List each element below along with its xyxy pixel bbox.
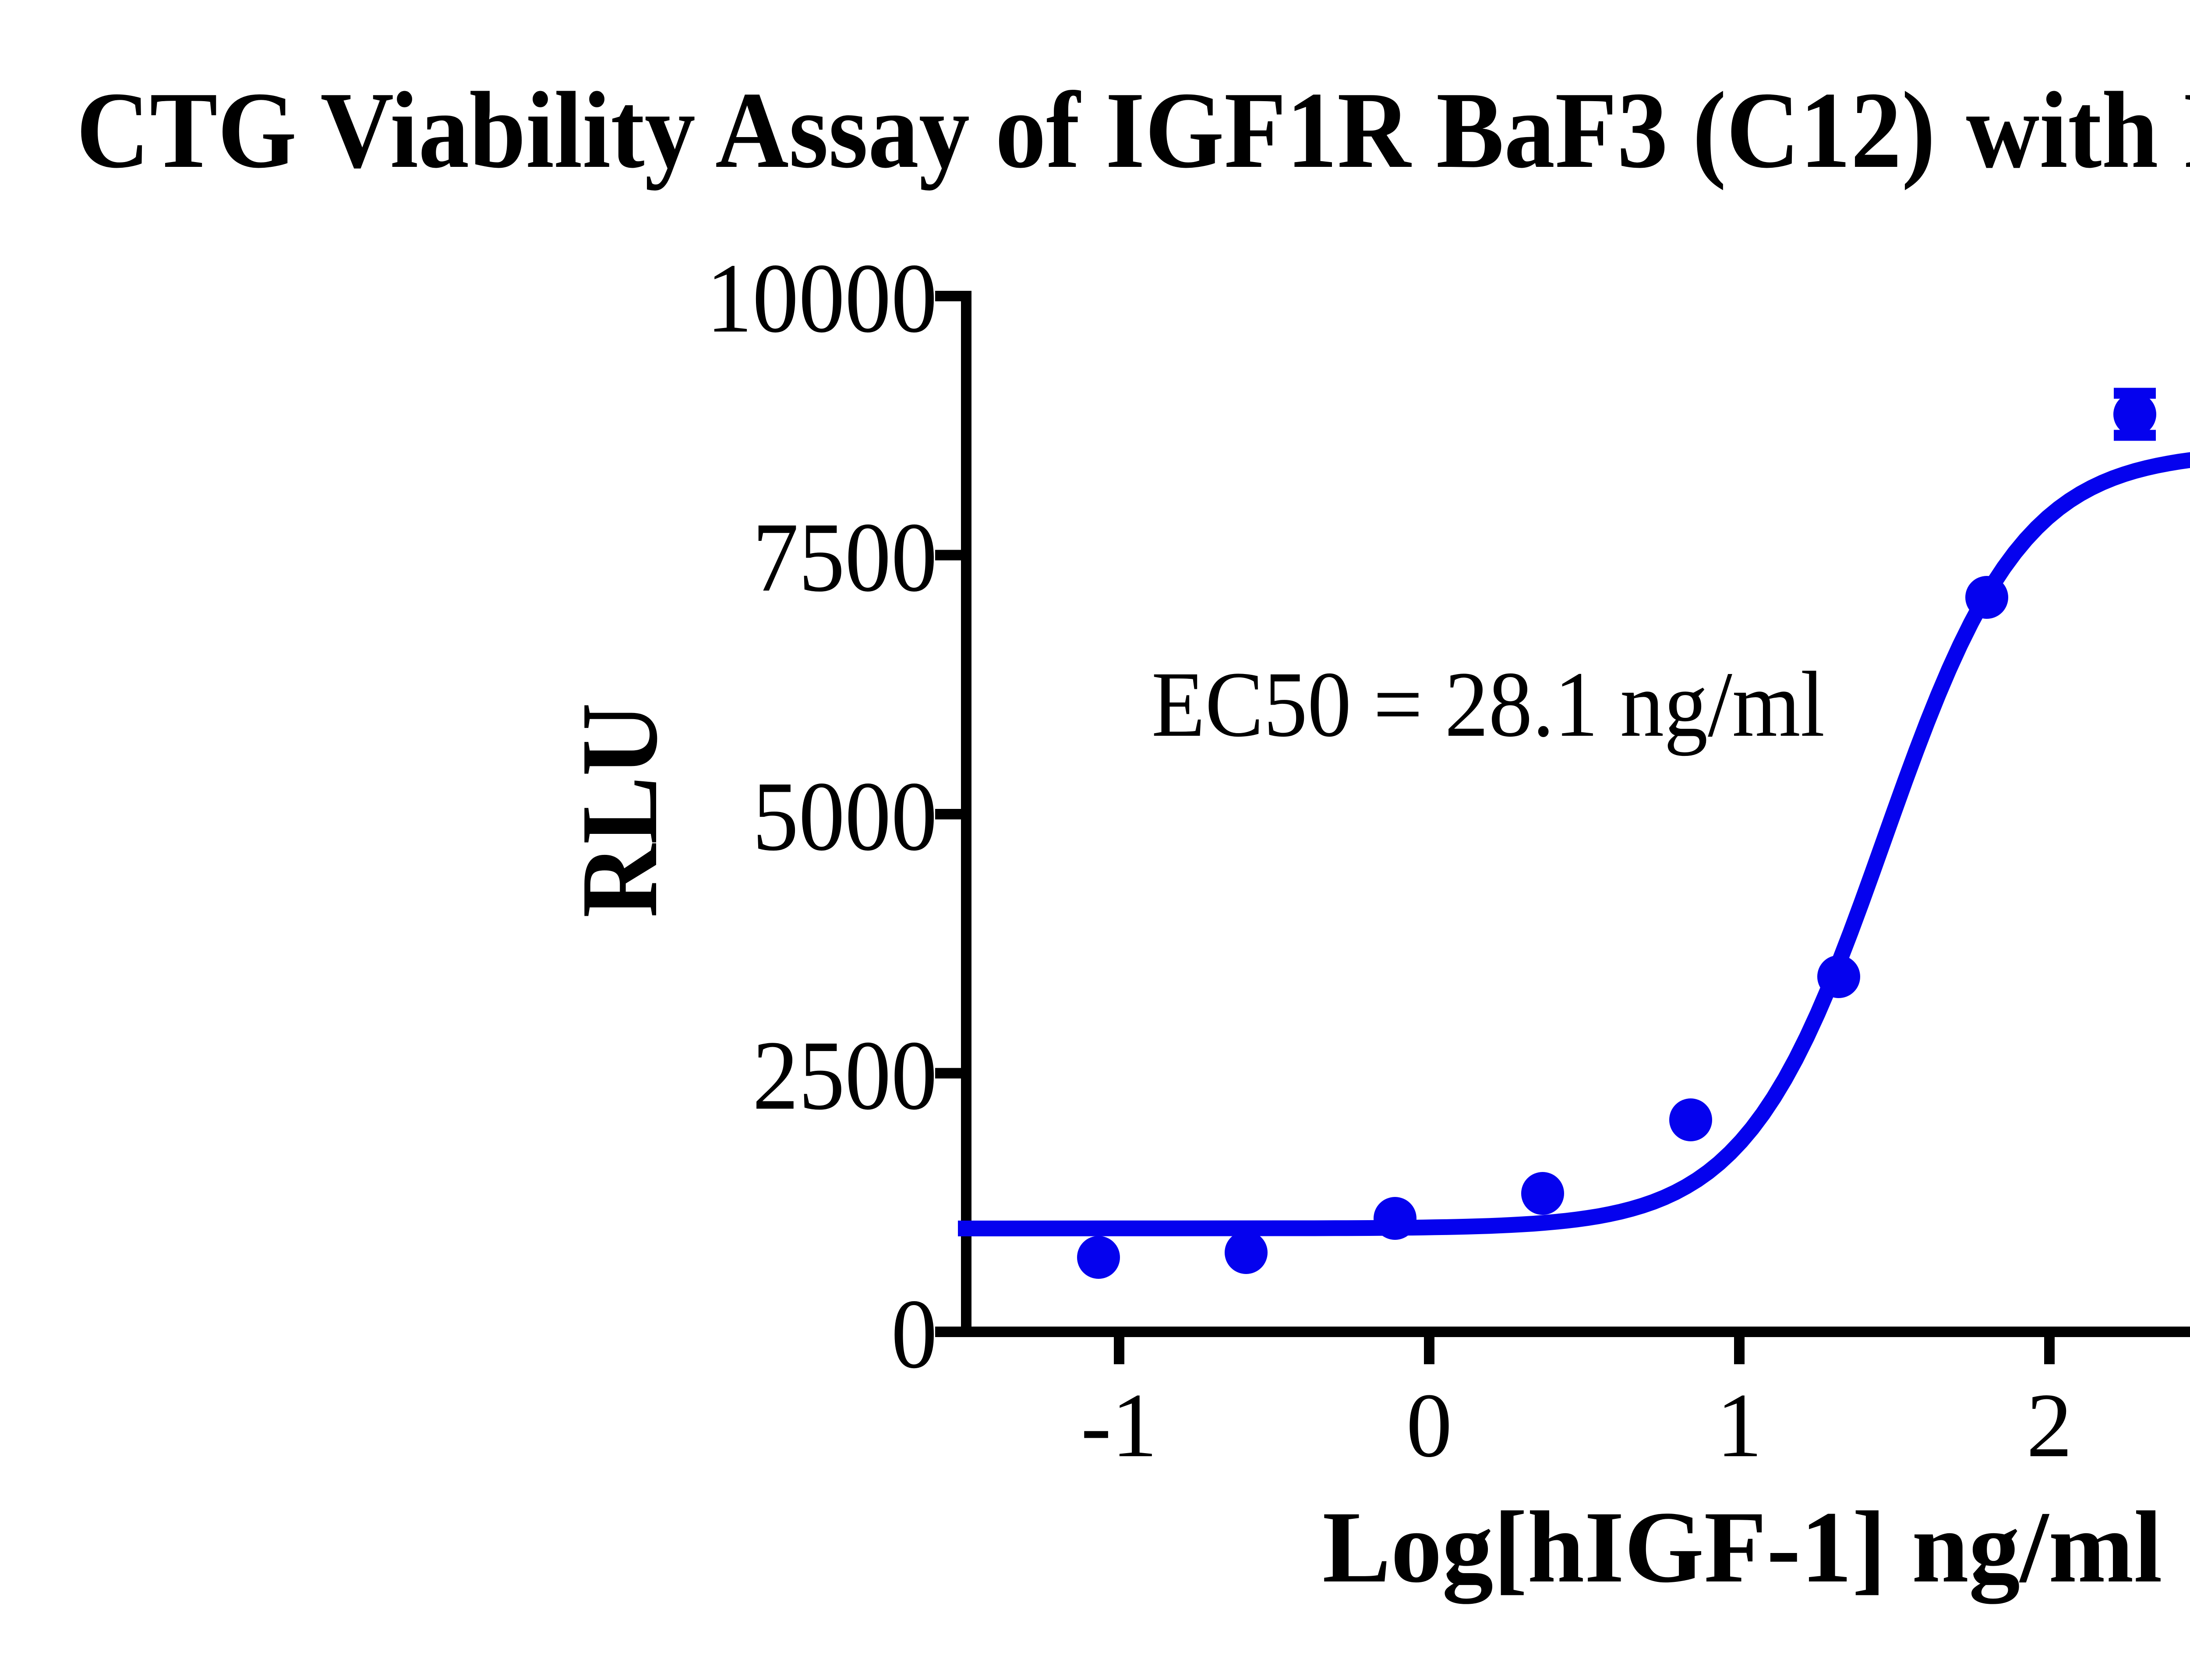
svg-text:-1: -1 xyxy=(1081,1375,1158,1476)
svg-text:2500: 2500 xyxy=(752,1021,937,1131)
svg-text:EC50 = 28.1 ng/ml: EC50 = 28.1 ng/ml xyxy=(1152,652,1825,756)
svg-text:1: 1 xyxy=(1717,1375,1763,1476)
svg-text:RLU: RLU xyxy=(559,703,680,918)
svg-text:CTG Viability Assay of IGF1R B: CTG Viability Assay of IGF1R BaF3 (C12) wi… xyxy=(76,70,2190,191)
svg-text:5000: 5000 xyxy=(752,762,937,872)
svg-text:0: 0 xyxy=(891,1279,937,1389)
svg-text:0: 0 xyxy=(1406,1375,1452,1476)
svg-text:Log[hIGF-1] ng/ml: Log[hIGF-1] ng/ml xyxy=(1322,1490,2162,1604)
svg-text:7500: 7500 xyxy=(752,503,937,613)
svg-text:2: 2 xyxy=(2027,1375,2073,1476)
svg-text:10000: 10000 xyxy=(706,244,937,353)
